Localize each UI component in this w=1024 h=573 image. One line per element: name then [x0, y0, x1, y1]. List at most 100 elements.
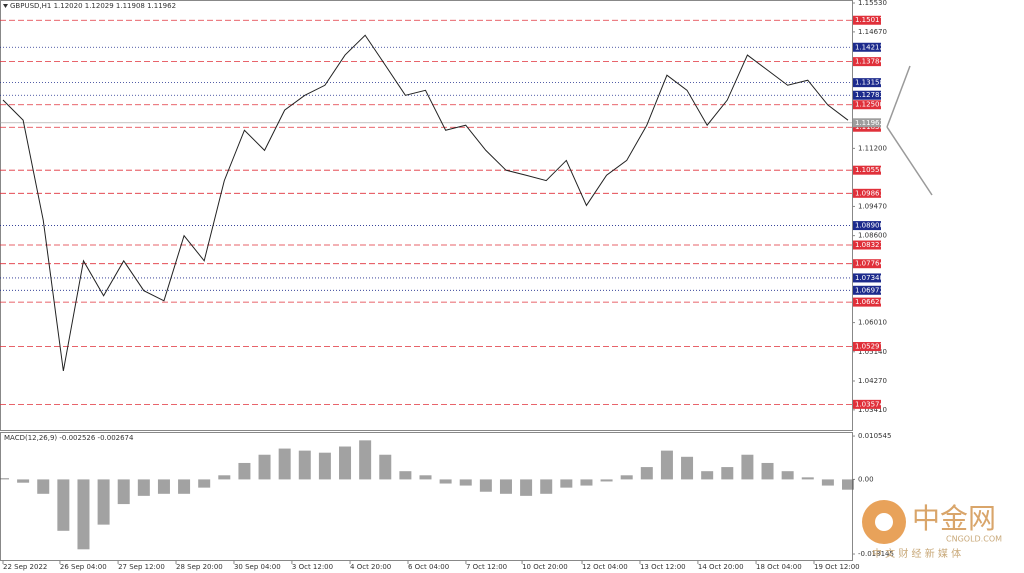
- macd-bar: [741, 454, 754, 480]
- x-tick-label: 13 Oct 12:00: [640, 563, 686, 571]
- macd-bar: [721, 467, 734, 480]
- header: GBPUSD,H1 1.12020 1.12029 1.11908 1.1196…: [10, 2, 176, 10]
- price-frame: [0, 0, 853, 431]
- level-label-box: [853, 221, 881, 231]
- macd-bar: [520, 479, 533, 496]
- x-tick-label: 4 Oct 20:00: [350, 563, 391, 571]
- forecast-arrows: [886, 65, 933, 196]
- macd-bar: [298, 450, 311, 480]
- macd-bar: [681, 456, 694, 480]
- level-label-box: [853, 342, 881, 352]
- macd-bar: [17, 479, 30, 483]
- macd-bar: [97, 479, 110, 525]
- level-label: 1.06620: [855, 298, 884, 306]
- x-tick-label: 27 Sep 12:00: [118, 563, 165, 571]
- level-label-box: [853, 78, 881, 88]
- level-label-box: [853, 285, 881, 295]
- current-price-box: [853, 118, 881, 128]
- level-label: 1.03574: [855, 400, 884, 408]
- level-label-box: [853, 240, 881, 250]
- menu-icon: [3, 4, 8, 8]
- macd-bar: [761, 462, 774, 480]
- current-price-label: 1.11962: [855, 119, 884, 127]
- level-label: 1.12500: [855, 101, 884, 109]
- level-label: 1.07764: [855, 260, 884, 268]
- macd-bar: [821, 479, 834, 486]
- macd-bar: [218, 475, 231, 480]
- x-tick-label: 22 Sep 2022: [3, 563, 47, 571]
- level-label: 1.09861: [855, 189, 884, 197]
- macd-bar: [137, 479, 150, 496]
- level-label-box: [853, 399, 881, 409]
- macd-bar: [399, 471, 412, 480]
- macd-bar: [419, 475, 432, 480]
- macd-bar: [660, 450, 673, 480]
- level-label: 1.15017: [855, 16, 884, 24]
- x-tick-label: 12 Oct 04:00: [582, 563, 628, 571]
- level-label: 1.05297: [855, 343, 884, 351]
- macd-bar: [540, 479, 553, 494]
- macd-bar: [278, 448, 291, 480]
- macd-bar: [77, 479, 90, 550]
- macd-bar: [842, 479, 854, 490]
- macd-frame: [0, 432, 853, 561]
- level-label-box: [853, 259, 881, 269]
- price-line: [2, 34, 849, 372]
- watermark: 中金网 CNGOLD.COM 中 文 财 经 新 媒 体: [862, 500, 1002, 560]
- level-label: 1.06972: [855, 286, 884, 294]
- macd-bar: [701, 471, 714, 480]
- macd-bar: [258, 454, 271, 480]
- x-tick-label: 7 Oct 12:00: [466, 563, 507, 571]
- level-label: 1.13158: [855, 79, 884, 87]
- y-tick-label: 1.09470: [858, 202, 887, 210]
- x-tick-label: 14 Oct 20:00: [698, 563, 744, 571]
- macd-bar: [439, 479, 452, 484]
- level-label-box: [853, 90, 881, 100]
- macd-bar: [57, 479, 70, 531]
- macd-title: MACD(12,26,9) -0.002526 -0.002674: [4, 434, 134, 442]
- x-tick-label: 30 Sep 04:00: [234, 563, 281, 571]
- x-tick-label: 26 Sep 04:00: [60, 563, 107, 571]
- x-tick-label: 28 Sep 20:00: [176, 563, 223, 571]
- x-tick-label: 18 Oct 04:00: [756, 563, 802, 571]
- level-label: 1.14212: [855, 43, 884, 51]
- macd-bar: [600, 479, 613, 482]
- macd-bar: [580, 479, 593, 486]
- level-label-box: [853, 57, 881, 67]
- y-tick-label: 1.06010: [858, 319, 887, 327]
- macd-bar: [339, 446, 352, 480]
- x-tick-label: 6 Oct 04:00: [408, 563, 449, 571]
- y-tick-label: 1.04270: [858, 377, 887, 385]
- level-label: 1.12783: [855, 91, 884, 99]
- logo-text: 中金网: [912, 502, 996, 535]
- macd-bar: [359, 440, 372, 480]
- macd-bar: [238, 462, 251, 480]
- level-label-box: [853, 100, 881, 110]
- macd-bar: [781, 471, 794, 480]
- macd-bar: [198, 479, 211, 488]
- level-label: 1.07340: [855, 274, 884, 282]
- level-label-box: [853, 297, 881, 307]
- level-label: 1.10550: [855, 166, 884, 174]
- macd-bar: [117, 479, 130, 505]
- y-tick-label: 1.05140: [858, 348, 887, 356]
- macd-bar: [0, 478, 9, 480]
- x-tick-label: 19 Oct 12:00: [814, 563, 860, 571]
- macd-bar: [37, 479, 50, 494]
- x-tick-label: 3 Oct 12:00: [292, 563, 333, 571]
- level-label: 1.13784: [855, 58, 884, 66]
- macd-bar: [560, 479, 573, 488]
- y-tick-label: 1.03410: [858, 406, 887, 414]
- macd-bar: [620, 475, 633, 480]
- level-label: 1.08900: [855, 222, 884, 230]
- macd-bar: [640, 467, 653, 480]
- macd-bar: [379, 454, 392, 480]
- y-tick-label: 1.08600: [858, 232, 887, 240]
- y-tick-label: 0.010545: [858, 432, 891, 440]
- y-tick-label: 0.00: [858, 475, 874, 483]
- macd-bar: [459, 479, 472, 486]
- macd-bar: [157, 479, 170, 494]
- macd-bar: [318, 452, 331, 480]
- level-label-box: [853, 15, 881, 25]
